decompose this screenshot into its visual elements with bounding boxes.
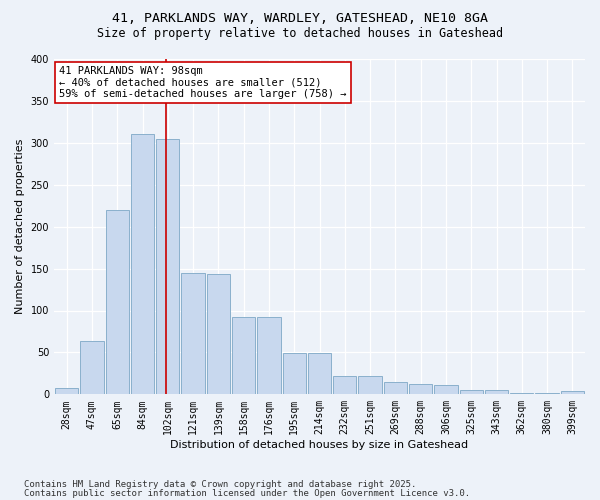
Bar	[333, 376, 356, 394]
Text: 41 PARKLANDS WAY: 98sqm
← 40% of detached houses are smaller (512)
59% of semi-d: 41 PARKLANDS WAY: 98sqm ← 40% of detache…	[59, 66, 347, 99]
Bar	[283, 354, 306, 395]
Bar	[434, 385, 458, 394]
Bar	[156, 138, 179, 394]
Text: Contains HM Land Registry data © Crown copyright and database right 2025.: Contains HM Land Registry data © Crown c…	[24, 480, 416, 489]
Bar	[510, 392, 533, 394]
Bar	[80, 340, 104, 394]
Bar	[409, 384, 432, 394]
Text: 41, PARKLANDS WAY, WARDLEY, GATESHEAD, NE10 8GA: 41, PARKLANDS WAY, WARDLEY, GATESHEAD, N…	[112, 12, 488, 26]
Bar	[232, 317, 256, 394]
X-axis label: Distribution of detached houses by size in Gateshead: Distribution of detached houses by size …	[170, 440, 469, 450]
Text: Contains public sector information licensed under the Open Government Licence v3: Contains public sector information licen…	[24, 489, 470, 498]
Bar	[207, 274, 230, 394]
Bar	[257, 317, 281, 394]
Bar	[106, 210, 129, 394]
Y-axis label: Number of detached properties: Number of detached properties	[15, 139, 25, 314]
Bar	[561, 391, 584, 394]
Bar	[535, 392, 559, 394]
Bar	[485, 390, 508, 394]
Bar	[181, 273, 205, 394]
Bar	[308, 354, 331, 395]
Bar	[131, 134, 154, 394]
Text: Size of property relative to detached houses in Gateshead: Size of property relative to detached ho…	[97, 28, 503, 40]
Bar	[55, 388, 79, 394]
Bar	[384, 382, 407, 394]
Bar	[460, 390, 483, 394]
Bar	[358, 376, 382, 394]
